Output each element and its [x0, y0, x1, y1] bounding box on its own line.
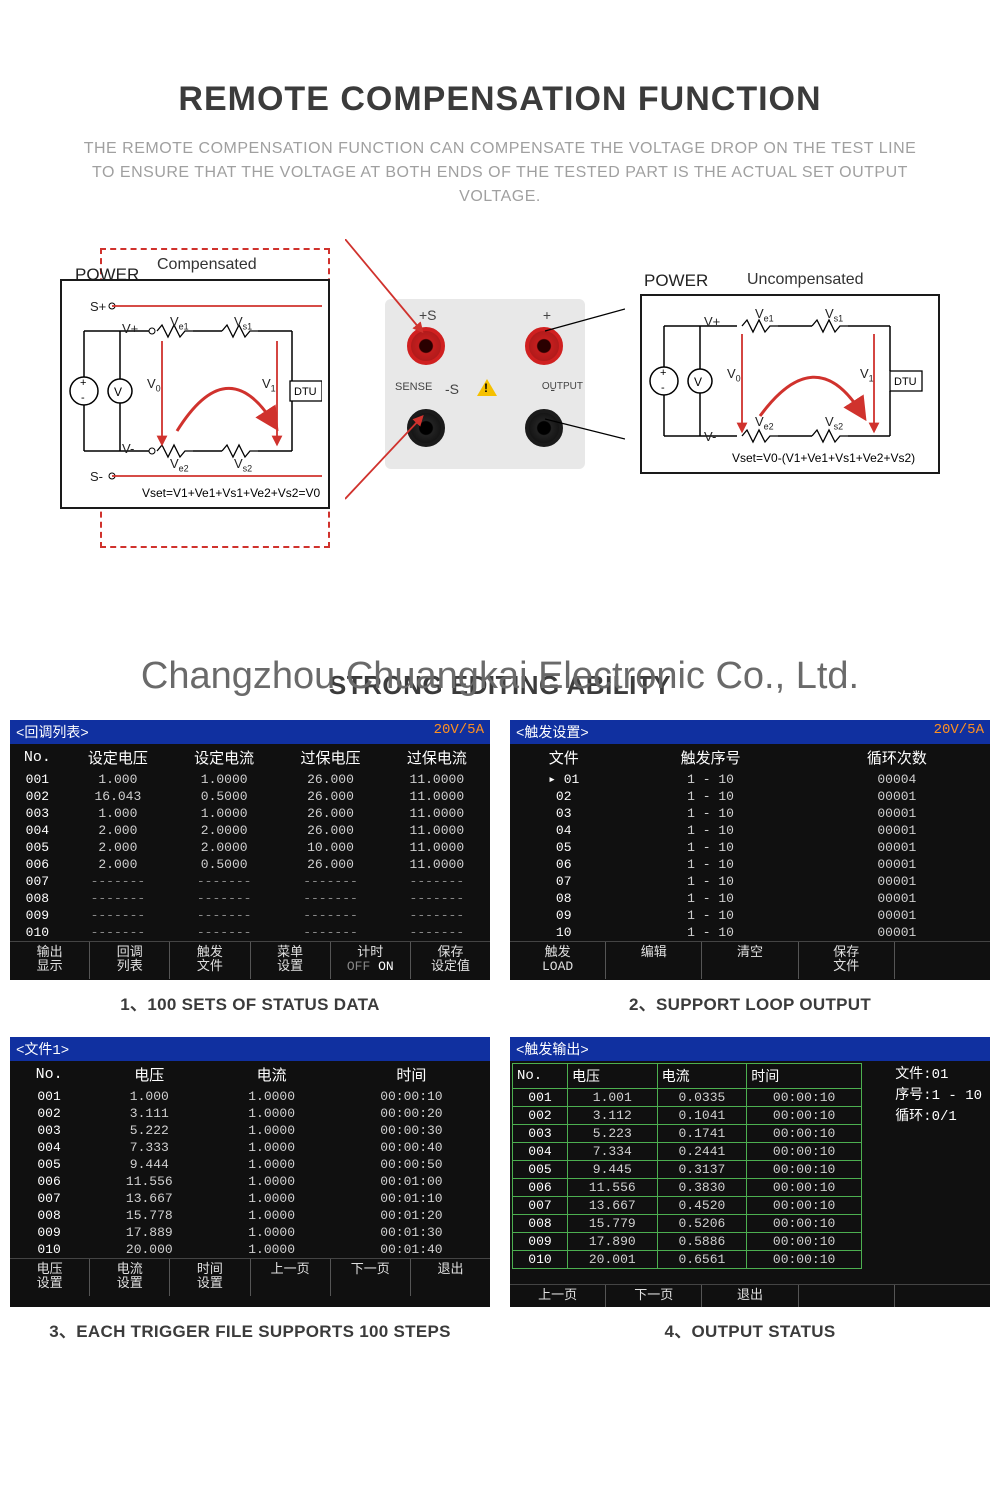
section-header: REMOTE COMPENSATION FUNCTION THE REMOTE …	[0, 0, 1000, 229]
plus-label: +	[543, 307, 551, 323]
panel2-table: 文件触发序号循环次数▸ 011 - 1000004021 - 100000103…	[510, 744, 990, 941]
jack-plus	[525, 327, 563, 365]
vs2-label: Vs2	[234, 456, 252, 474]
panel-button[interactable]: 触发文件	[170, 942, 250, 979]
svg-text:V: V	[114, 385, 122, 399]
panel3-caption: 3、EACH TRIGGER FILE SUPPORTS 100 STEPS	[10, 1307, 490, 1356]
panel-button[interactable]: 触发LOAD	[510, 942, 606, 979]
panel-1: <回调列表> 20V/5A No.设定电压设定电流过保电压过保电流0011.000…	[10, 720, 490, 1029]
svg-text:-: -	[81, 392, 85, 404]
vm-label-r: V-	[704, 429, 716, 444]
panel-button[interactable]: 上一页	[251, 1259, 331, 1296]
sm-label: S-	[90, 469, 103, 484]
panel-button[interactable]: 保存文件	[799, 942, 895, 979]
panel4-caption: 4、OUTPUT STATUS	[510, 1307, 990, 1356]
sense-label: SENSE	[395, 381, 432, 393]
panel4-table: No.电压电流时间0011.0010.033500:00:100023.1120…	[512, 1063, 862, 1269]
panel-button[interactable]: 清空	[702, 942, 798, 979]
circuit-svg-right: + - V DTU	[642, 296, 932, 466]
vp-label-r: V+	[704, 314, 720, 329]
panel3-table: No.电压电流时间0011.0001.000000:00:100023.1111…	[10, 1061, 490, 1258]
panel4-buttons: 上一页下一页退出	[510, 1284, 990, 1307]
svg-text:DTU: DTU	[894, 376, 917, 388]
svg-text:+: +	[80, 377, 86, 389]
eq-left: Vset=V1+Ve1+Vs1+Ve2+Vs2=V0	[142, 486, 320, 500]
v0-r: V0	[727, 366, 741, 384]
ve2-label: Ve2	[170, 456, 189, 474]
power-label-right: POWER	[644, 271, 708, 291]
panel1-caption: 1、100 SETS OF STATUS DATA	[10, 980, 490, 1029]
v1-r: V1	[860, 366, 874, 384]
panel-button[interactable]	[799, 1285, 895, 1307]
connector-panel: +S + SENSE -S - OUTPUT	[385, 299, 585, 469]
panel-button[interactable]	[895, 1285, 990, 1307]
panel1-table: No.设定电压设定电流过保电压过保电流0011.0001.000026.0001…	[10, 744, 490, 941]
panels: <回调列表> 20V/5A No.设定电压设定电流过保电压过保电流0011.000…	[10, 720, 990, 1364]
svg-text:+: +	[660, 367, 666, 379]
circuit-compensated: Compensated +- V	[60, 279, 330, 509]
ve2-r: Ve2	[755, 414, 774, 432]
vp-label: V+	[122, 321, 138, 336]
panel-button[interactable]: 退出	[702, 1285, 798, 1307]
panel3-buttons: 电压设置电流设置时间设置上一页下一页退出	[10, 1258, 490, 1296]
panel-button[interactable]: 计时OFF ON	[331, 942, 411, 979]
panel1-header: <回调列表>	[16, 722, 89, 742]
panel-button[interactable]: 输出显示	[10, 942, 90, 979]
panel2-header: <触发设置>	[516, 722, 589, 742]
panel-button[interactable]: 菜单设置	[251, 942, 331, 979]
title: REMOTE COMPENSATION FUNCTION	[70, 80, 930, 119]
panel-button[interactable]: 上一页	[510, 1285, 606, 1307]
sp-label: S+	[90, 299, 106, 314]
jack-ms	[407, 409, 445, 447]
warning-icon	[477, 379, 497, 396]
panel-button[interactable]: 下一页	[606, 1285, 702, 1307]
panel1-rating: 20V/5A	[434, 722, 484, 742]
panel-button[interactable]: 编辑	[606, 942, 702, 979]
panel2-rating: 20V/5A	[934, 722, 984, 742]
panel-button[interactable]: 下一页	[331, 1259, 411, 1296]
v1-label: V1	[262, 376, 276, 394]
output-label: OUTPUT	[542, 381, 583, 392]
panel-button[interactable]: 回调列表	[90, 942, 170, 979]
panel-button[interactable]: 保存设定值	[411, 942, 490, 979]
ms-label: -S	[445, 381, 459, 397]
jack-ps	[407, 327, 445, 365]
v0-label: V0	[147, 376, 161, 394]
panel-button[interactable]: 退出	[411, 1259, 490, 1296]
panel-4: <触发输出> No.电压电流时间0011.0010.033500:00:1000…	[510, 1037, 990, 1356]
svg-text:DTU: DTU	[294, 386, 317, 398]
vs1-r: Vs1	[825, 306, 843, 324]
eq-right: Vset=V0-(V1+Ve1+Vs1+Ve2+Vs2)	[732, 451, 915, 465]
panel2-buttons: 触发LOAD编辑清空保存文件	[510, 941, 990, 979]
description: THE REMOTE COMPENSATION FUNCTION CAN COM…	[70, 137, 930, 209]
uncompensated-label: Uncompensated	[747, 271, 864, 289]
watermark: Changzhou Chuangkai Electronic Co., Ltd.	[0, 655, 1000, 698]
panel-3: <文件1> No.电压电流时间0011.0001.000000:00:10002…	[10, 1037, 490, 1356]
panel1-buttons: 输出显示回调列表触发文件菜单设置计时OFF ON保存设定值	[10, 941, 490, 979]
svg-text:-: -	[661, 382, 665, 394]
vs1-label: Vs1	[234, 314, 252, 332]
ps-label: +S	[419, 307, 437, 323]
panel3-header: <文件1>	[16, 1039, 69, 1059]
svg-text:V: V	[694, 375, 702, 389]
panel-button[interactable]: 时间设置	[170, 1259, 250, 1296]
vm-label: V-	[122, 441, 134, 456]
compensated-label: Compensated	[157, 256, 257, 274]
vs2-r: Vs2	[825, 414, 843, 432]
ve1-label: Ve1	[170, 314, 189, 332]
jack-minus	[525, 409, 563, 447]
panel4-header: <触发输出>	[516, 1039, 589, 1059]
panel-button[interactable]: 电流设置	[90, 1259, 170, 1296]
panel-2: <触发设置> 20V/5A 文件触发序号循环次数▸ 011 - 100000402…	[510, 720, 990, 1029]
panel-button[interactable]: 电压设置	[10, 1259, 90, 1296]
panel4-side: 文件:01 序号:1 - 10 循环:0/1	[895, 1065, 982, 1128]
circuit-uncompensated: POWER Uncompensated +- V DTU	[640, 294, 940, 474]
ve1-r: Ve1	[755, 306, 774, 324]
panel-button[interactable]	[895, 942, 990, 979]
circuit-svg-left: + - V DTU	[62, 281, 322, 501]
panel2-caption: 2、SUPPORT LOOP OUTPUT	[510, 980, 990, 1029]
